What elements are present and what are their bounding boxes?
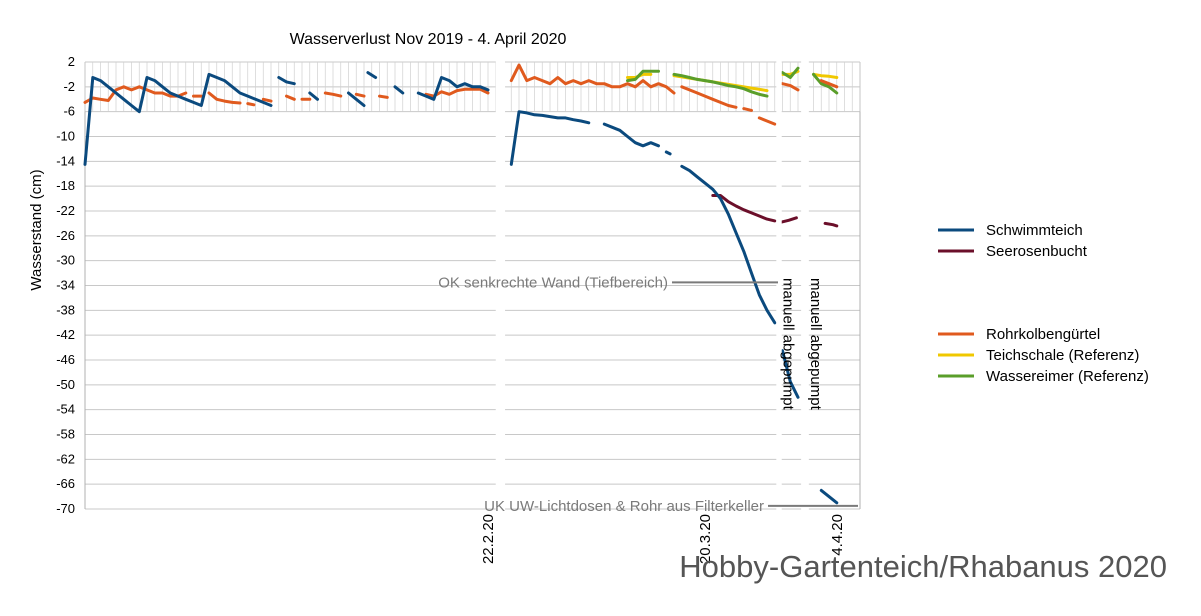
series-line-schwimmteich [277, 76, 296, 86]
x-tick-label: 20.3.20 [697, 514, 714, 564]
annotation-ok-wall: OK senkrechte Wand (Tiefbereich) [438, 274, 668, 291]
series-line-schwimmteich [680, 164, 777, 325]
axis-break-gap [776, 60, 782, 511]
y-tick-label: -66 [56, 476, 75, 491]
y-tick-label: -26 [56, 228, 75, 243]
series-line-wassereimer-referenz [626, 69, 660, 83]
y-tick-label: -62 [56, 451, 75, 466]
series-line-rohrkolbeng-rtel [509, 63, 676, 95]
annotation-manual-pump-2: manuell abgepumpt [807, 278, 824, 411]
legend-label: Rohrkolbengürtel [986, 326, 1100, 343]
series-line-rohrkolbeng-rtel [819, 79, 839, 89]
series-line-rohrkolbeng-rtel [757, 116, 777, 126]
legend: Schwimmteich Seerosenbucht Rohrkolbengürte… [938, 222, 1149, 385]
chart-title: Wasserverlust Nov 2019 - 4. April 2020 [290, 31, 567, 48]
series-line-rohrkolbeng-rtel [354, 92, 366, 98]
y-tick-label: -50 [56, 377, 75, 392]
y-tick-label: -18 [56, 178, 75, 193]
legend-label: Teichschale (Referenz) [986, 347, 1139, 364]
series-line-schwimmteich [308, 91, 319, 101]
y-tick-label: -10 [56, 129, 75, 144]
y-tick-label: -46 [56, 352, 75, 367]
annotation-manual-pump-1: manuell abgepumpt [780, 278, 797, 411]
y-tick-label: -54 [56, 402, 75, 417]
series-line-rohrkolbeng-rtel [742, 107, 753, 112]
series-line-schwimmteich [366, 71, 378, 79]
axis-break-gap [495, 60, 506, 511]
y-tick-label: -58 [56, 427, 75, 442]
y-tick-label: -22 [56, 203, 75, 218]
series-line-rohrkolbeng-rtel [246, 102, 256, 107]
series-line-seerosenbucht [779, 216, 798, 224]
y-axis-label: Wasserstand (cm) [28, 169, 45, 290]
x-tick-labels: 22.2.20 20.3.20 4.4.20 [480, 514, 846, 564]
series-line-rohrkolbeng-rtel [378, 94, 389, 99]
series-line-schwimmteich [509, 110, 591, 166]
series-line-wassereimer-referenz [812, 72, 839, 95]
series-line-schwimmteich [393, 85, 405, 95]
series-line-rohrkolbeng-rtel [781, 82, 800, 92]
legend-label: Wassereimer (Referenz) [986, 368, 1149, 385]
y-tick-label: -38 [56, 302, 75, 317]
series-line-rohrkolbeng-rtel [261, 97, 273, 103]
y-tick-label: -6 [63, 104, 75, 119]
series-line-teichschale-referenz [812, 72, 839, 79]
series-line-rohrkolbeng-rtel [680, 85, 738, 109]
series-line-rohrkolbeng-rtel [323, 91, 343, 98]
y-tick-label: 2 [68, 54, 75, 69]
series-line-schwimmteich [781, 349, 800, 399]
y-tick-label: -30 [56, 253, 75, 268]
series-lines [83, 63, 839, 505]
y-tick-label: -2 [63, 79, 75, 94]
series-line-seerosenbucht [823, 221, 839, 228]
series-line-rohrkolbeng-rtel [83, 85, 188, 104]
series-line-rohrkolbeng-rtel [207, 91, 242, 105]
legend-label: Seerosenbucht [986, 243, 1088, 260]
watermark-text: Hobby-Gartenteich/Rhabanus 2020 [679, 549, 1167, 584]
grid-lines [84, 61, 861, 510]
series-line-seerosenbucht [711, 194, 777, 223]
x-tick-label: 22.2.20 [480, 514, 497, 564]
y-tick-labels: 2 -2 -6 -10 -14 -18 -22 -26 -30 -34 -38 -42 -46 -50 -5… [56, 54, 75, 516]
series-line-schwimmteich [664, 150, 672, 156]
legend-label: Schwimmteich [986, 222, 1083, 239]
y-tick-label: -34 [56, 278, 75, 293]
series-line-wassereimer-referenz [672, 72, 769, 98]
series-line-schwimmteich [416, 76, 490, 101]
y-tick-label: -14 [56, 153, 75, 168]
series-line-wassereimer-referenz [781, 66, 800, 79]
series-line-schwimmteich [83, 72, 273, 166]
series-line-schwimmteich [819, 488, 839, 505]
y-tick-label: -42 [56, 327, 75, 342]
x-tick-label: 4.4.20 [829, 514, 846, 556]
annotation-uk-lights: UK UW-Lichtdosen & Rohr aus Filterkeller [484, 498, 764, 515]
series-line-rohrkolbeng-rtel [285, 94, 296, 101]
annotations: OK senkrechte Wand (Tiefbereich) UK UW-Li… [438, 274, 858, 515]
series-line-schwimmteich [347, 91, 366, 107]
axis-breaks [495, 60, 809, 511]
series-line-schwimmteich [602, 122, 660, 148]
y-tick-label: -70 [56, 501, 75, 516]
axis-break-gap [801, 60, 809, 511]
